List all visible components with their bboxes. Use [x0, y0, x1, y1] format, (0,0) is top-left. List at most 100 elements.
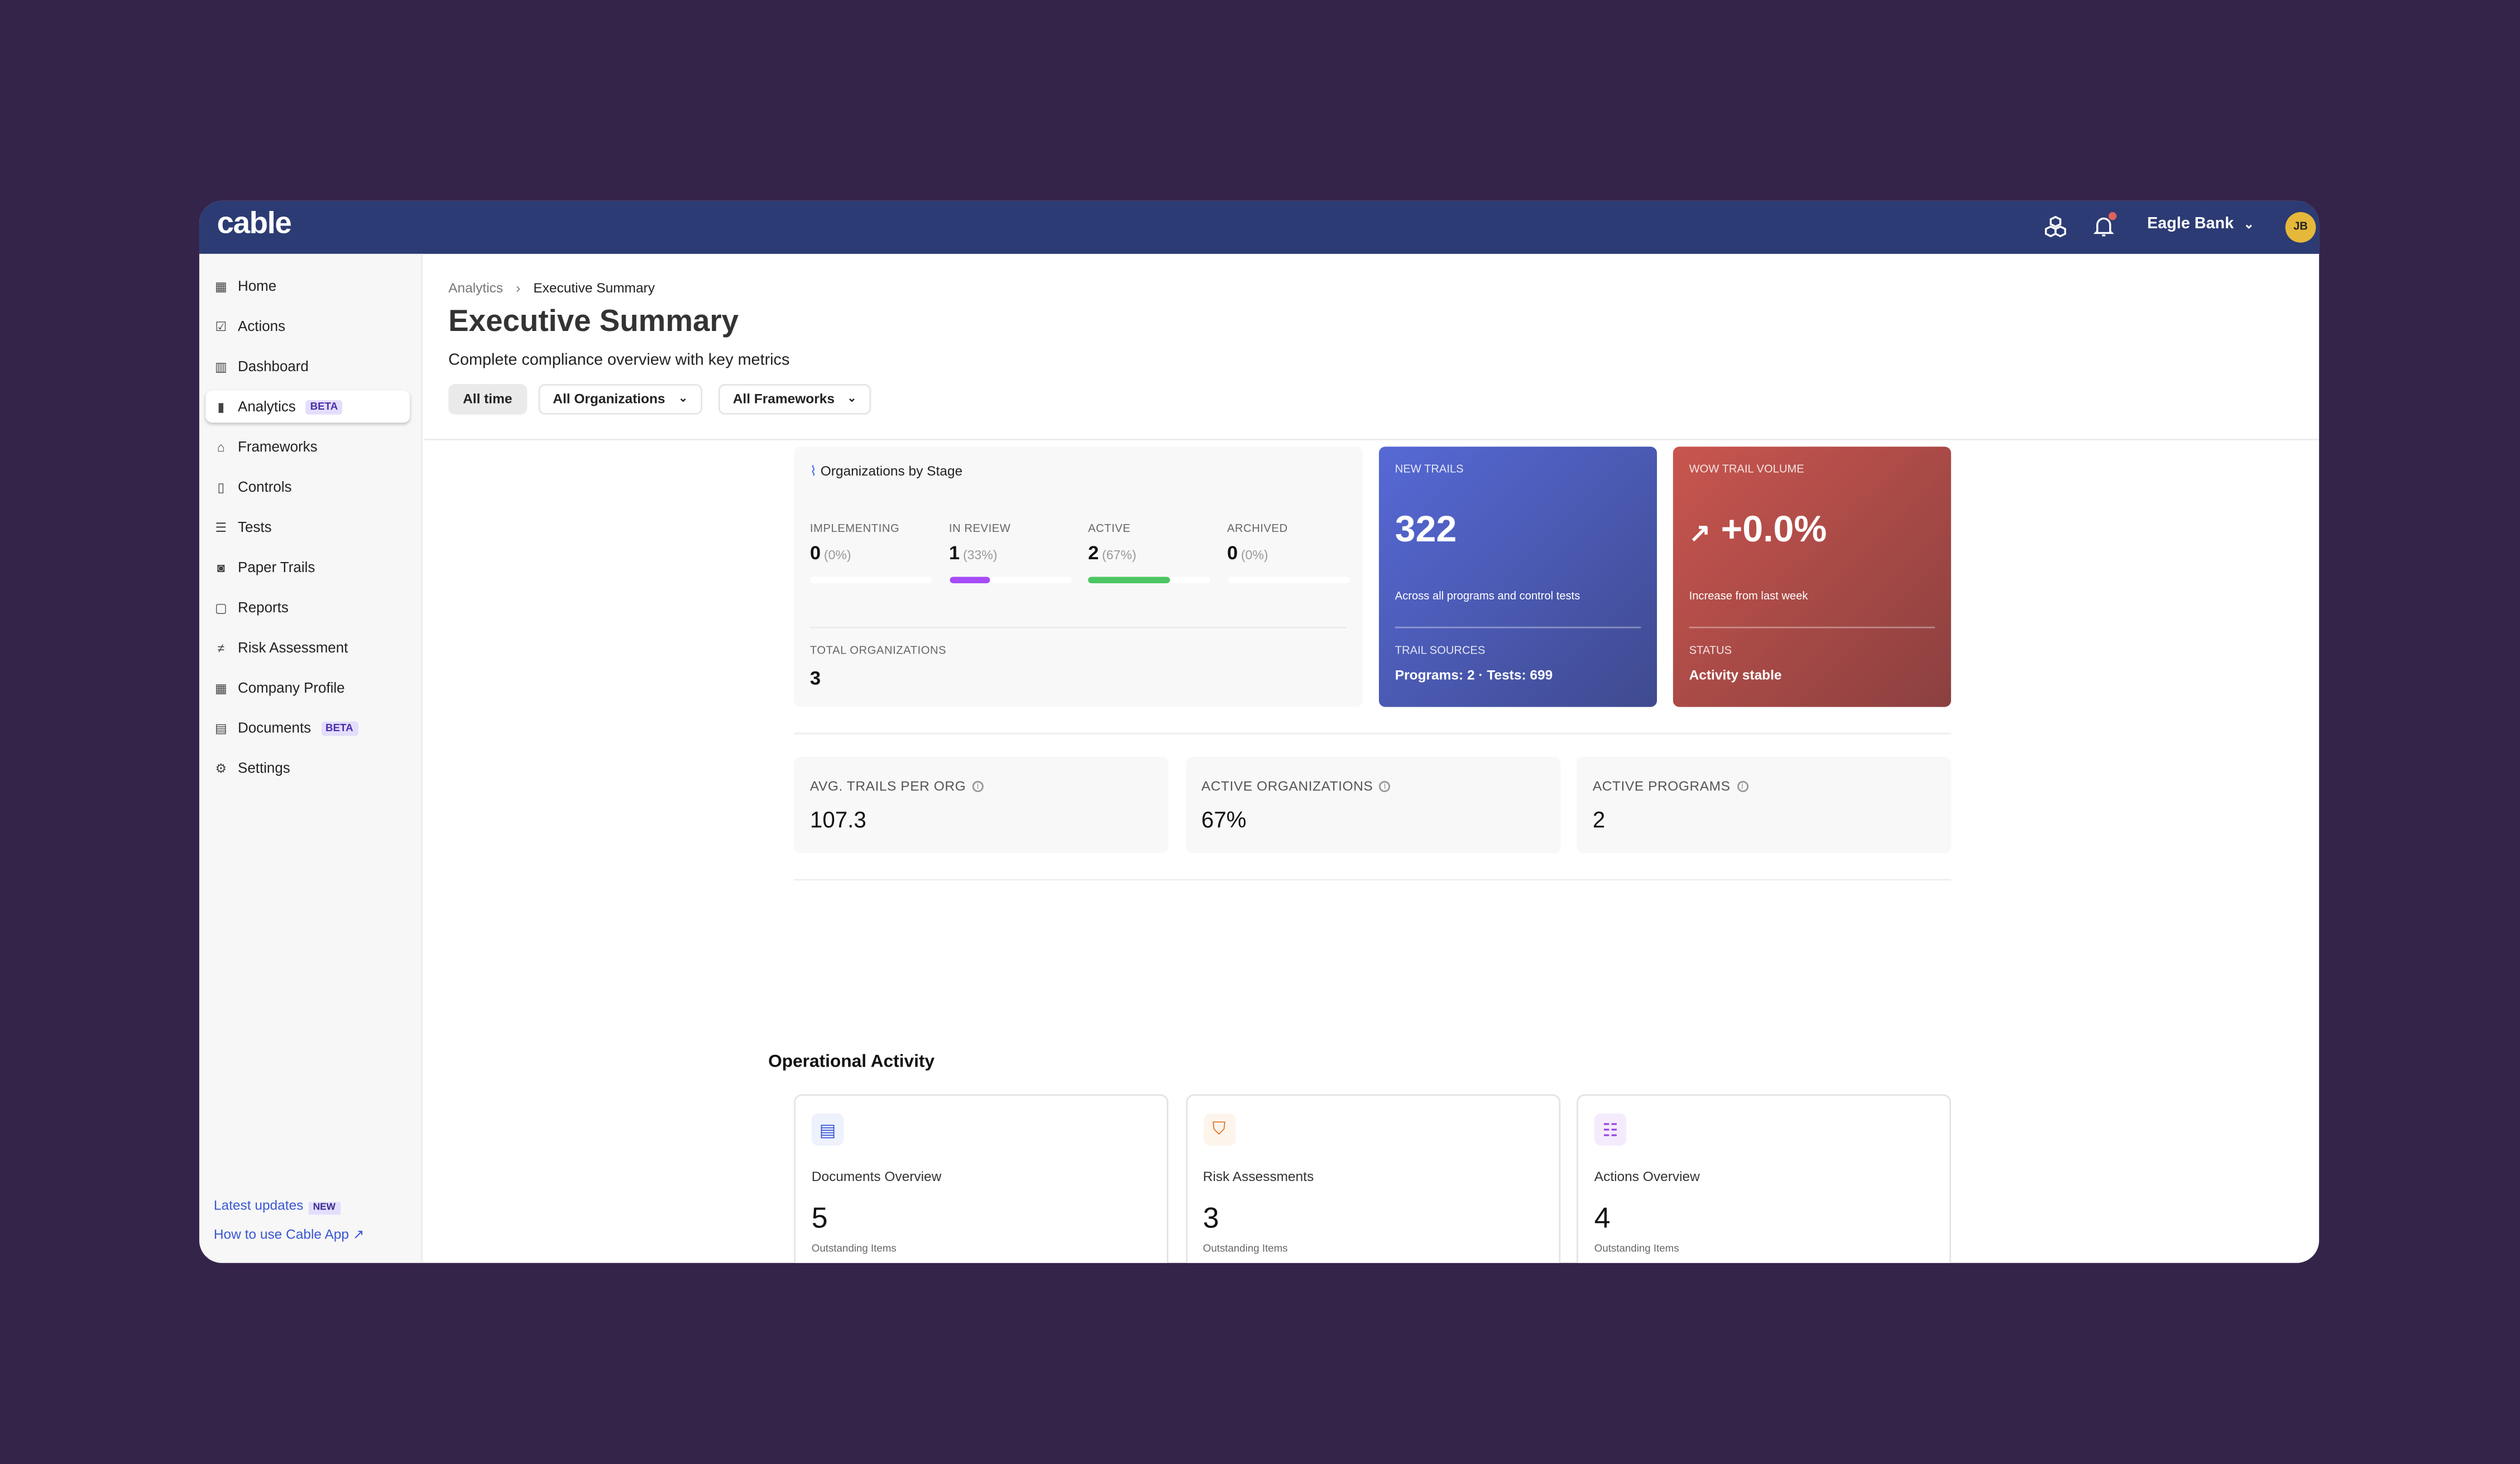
- stage-progress-bar: [1227, 577, 1349, 584]
- operational-card-risk-assessments: ⛉ Risk Assessments 3 Outstanding Items 3…: [1185, 1094, 1560, 1263]
- frameworks-filter-label: All Frameworks: [732, 390, 835, 407]
- sidebar-item-label: Frameworks: [238, 438, 318, 455]
- file-search-icon: ◙: [217, 560, 225, 575]
- sidebar-item-analytics[interactable]: ▮ Analytics BETA: [205, 390, 410, 423]
- stage-count: 1: [948, 541, 960, 564]
- metric-card-active-programs: ACTIVE PROGRAMS i 2: [1577, 756, 1951, 853]
- stage-count-row: 0 (0%): [1227, 541, 1268, 564]
- sidebar-item-label: Dashboard: [238, 358, 309, 375]
- how-to-label: How to use Cable App: [213, 1226, 349, 1242]
- building-icon: ▦: [214, 680, 227, 695]
- stage-count: 0: [1227, 541, 1238, 564]
- wow-desc: Increase from last week: [1689, 591, 1808, 603]
- sidebar-item-reports[interactable]: ▢ Reports: [205, 591, 410, 623]
- new-trails-desc: Across all programs and control tests: [1395, 591, 1580, 603]
- sidebar-item-label: Settings: [238, 760, 290, 776]
- operational-card-actions-overview: ☷ Actions Overview 4 Outstanding Items 7…: [1577, 1094, 1951, 1263]
- sidebar-item-documents[interactable]: ▤ Documents BETA: [205, 712, 410, 744]
- card-sub-label: Outstanding Items: [1594, 1244, 1679, 1255]
- stage-percent: (67%): [1101, 548, 1137, 563]
- stage-label: ACTIVE: [1087, 524, 1131, 535]
- bank-icon: ⌂: [217, 439, 225, 454]
- stage-percent: (0%): [1240, 548, 1268, 563]
- sidebar-item-label: Actions: [238, 318, 286, 334]
- info-icon[interactable]: i: [972, 781, 984, 793]
- wow-label: WOW TRAIL VOLUME: [1689, 464, 1804, 476]
- file-icon: ▢: [214, 600, 227, 615]
- sidebar-item-dashboard[interactable]: ▥ Dashboard: [205, 351, 410, 383]
- sidebar-item-paper-trails[interactable]: ◙ Paper Trails: [205, 551, 410, 583]
- divider: [1395, 626, 1641, 628]
- page-title: Executive Summary: [448, 305, 739, 339]
- sidebar-item-settings[interactable]: ⚙ Settings: [205, 752, 410, 784]
- stage-progress-fill: [1087, 577, 1170, 584]
- shield-icon: ⛉: [1202, 1113, 1235, 1146]
- metric-value: 107.3: [809, 807, 866, 833]
- avatar[interactable]: JB: [2285, 212, 2316, 243]
- wow-value: +0.0%: [1721, 507, 1827, 550]
- divider: [794, 732, 1951, 735]
- time-filter[interactable]: All time: [448, 384, 527, 415]
- new-trails-card: NEW TRAILS 322 Across all programs and c…: [1379, 447, 1657, 707]
- divider: [809, 626, 1347, 628]
- metric-value: 67%: [1201, 807, 1247, 833]
- latest-updates-label: Latest updates: [213, 1197, 304, 1213]
- total-organizations-label: TOTAL ORGANIZATIONS: [809, 646, 947, 657]
- organizations-filter-label: All Organizations: [553, 390, 665, 407]
- sidebar-item-label: Risk Assessment: [238, 639, 348, 656]
- org-name: Eagle Bank: [2147, 215, 2234, 233]
- chevron-down-icon: ⌄: [678, 393, 688, 405]
- sidebar-item-label: Documents: [238, 719, 312, 736]
- frameworks-filter[interactable]: All Frameworks ⌄: [718, 384, 871, 415]
- latest-updates-link[interactable]: Latest updates NEW: [213, 1197, 341, 1215]
- divider: [424, 438, 2320, 440]
- how-to-link[interactable]: How to use Cable App ↗: [214, 1226, 364, 1244]
- card-title: Risk Assessments: [1202, 1168, 1314, 1184]
- stage-label: ARCHIVED: [1227, 524, 1288, 535]
- checkbox-icon: ☑: [215, 319, 227, 334]
- sidebar-item-company-profile[interactable]: ▦ Company Profile: [205, 671, 410, 704]
- sidebar-item-label: Paper Trails: [238, 559, 315, 575]
- sidebar-item-home[interactable]: ▦ Home: [205, 270, 410, 303]
- sidebar-item-actions[interactable]: ☑ Actions: [205, 310, 410, 343]
- beta-badge: BETA: [320, 721, 358, 736]
- sidebar-item-risk-assessment[interactable]: ≠ Risk Assessment: [205, 631, 410, 664]
- breadcrumb-analytics[interactable]: Analytics: [448, 279, 504, 296]
- top-bar: cable Eagle Bank ⌄ JB: [199, 200, 2320, 254]
- metric-label: ACTIVE ORGANIZATIONS: [1201, 777, 1373, 794]
- stage-count-row: 1 (33%): [949, 541, 997, 564]
- activity-icon: ⌇: [809, 463, 817, 479]
- sidebar-item-tests[interactable]: ☰ Tests: [205, 511, 410, 543]
- gear-icon: ⚙: [215, 761, 227, 776]
- trail-sources-value: Programs: 2 · Tests: 699: [1395, 666, 1553, 683]
- stage-label: IN REVIEW: [948, 524, 1011, 535]
- bell-icon[interactable]: [2092, 215, 2115, 238]
- cable-logo[interactable]: cable: [217, 207, 292, 241]
- new-badge: NEW: [308, 1202, 341, 1215]
- page-subtitle: Complete compliance overview with key me…: [448, 352, 790, 370]
- stage-count: 0: [809, 541, 821, 564]
- stage-percent: (33%): [962, 548, 998, 563]
- sidebar-item-frameworks[interactable]: ⌂ Frameworks: [205, 431, 410, 463]
- card-value: 3: [1202, 1202, 1219, 1234]
- organizations-filter[interactable]: All Organizations ⌄: [538, 384, 703, 415]
- info-icon[interactable]: i: [1379, 781, 1391, 793]
- org-switcher[interactable]: Eagle Bank ⌄: [2147, 215, 2254, 233]
- divider: [794, 879, 1951, 881]
- cubes-icon[interactable]: [2044, 215, 2067, 238]
- new-trails-value: 322: [1395, 507, 1457, 550]
- stage-progress-bar: [1087, 577, 1210, 584]
- card-title: Actions Overview: [1594, 1168, 1700, 1184]
- card-sub-label: Outstanding Items: [811, 1244, 897, 1255]
- stage-card-title: Organizations by Stage: [820, 463, 963, 479]
- sidebar-item-label: Company Profile: [238, 679, 345, 696]
- breadcrumb: Analytics › Executive Summary: [448, 280, 655, 296]
- info-icon[interactable]: i: [1736, 781, 1748, 793]
- metric-label: AVG. TRAILS PER ORG: [809, 777, 966, 794]
- sidebar-item-controls[interactable]: ▯ Controls: [205, 471, 410, 503]
- sidebar-item-label: Controls: [238, 478, 292, 495]
- stage-count-row: 2 (67%): [1088, 541, 1136, 564]
- status-label: STATUS: [1689, 646, 1732, 657]
- trail-sources-label: TRAIL SOURCES: [1395, 646, 1486, 657]
- sidebar-item-label: Analytics: [238, 398, 296, 415]
